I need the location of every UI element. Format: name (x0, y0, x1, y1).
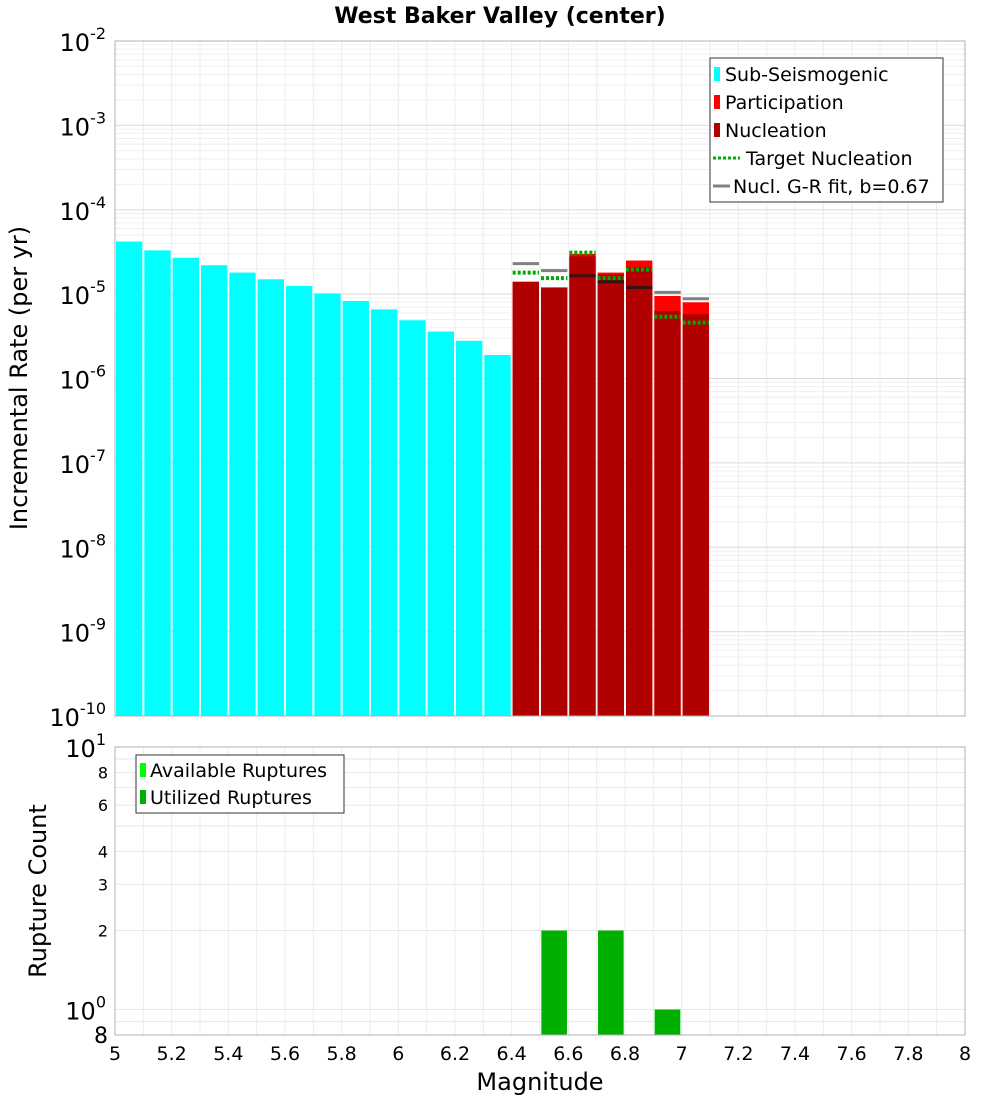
bar-sub-seismogenic (371, 309, 398, 716)
bar-utilized-ruptures (598, 930, 624, 1035)
y-tick-label-minor: 6 (98, 796, 108, 815)
bar-sub-seismogenic (286, 285, 313, 716)
y-tick-label-minor: 4 (98, 842, 108, 861)
bar-nucleation (541, 287, 568, 716)
x-tick-label: 5.6 (270, 1043, 300, 1065)
legend-swatch (714, 95, 720, 109)
x-tick-label: 5.8 (327, 1043, 357, 1065)
legend-swatch (714, 67, 720, 81)
bar-utilized-ruptures (654, 1009, 681, 1035)
y-tick-label-major: 100 (65, 993, 106, 1026)
bar-sub-seismogenic (257, 279, 284, 716)
y-tick-label: 10-6 (60, 362, 107, 395)
bar-sub-seismogenic (116, 241, 143, 717)
y-tick-label: 10-4 (60, 193, 107, 226)
y-tick-label-minor: 2 (98, 922, 108, 941)
x-tick-label: 6.8 (610, 1043, 640, 1065)
legend-label: Participation (725, 92, 844, 114)
y-tick-label-major: 101 (65, 730, 106, 763)
y-tick-label: 10-2 (60, 24, 107, 57)
legend-label: Target Nucleation (745, 148, 913, 170)
top-y-axis-label: Incremental Rate (per yr) (5, 226, 33, 530)
bar-sub-seismogenic (427, 331, 454, 716)
bar-sub-seismogenic (456, 340, 483, 716)
bar-nucleation (626, 266, 653, 716)
x-tick-label: 8 (959, 1043, 971, 1065)
x-tick-label: 7.2 (723, 1043, 753, 1065)
bar-sub-seismogenic (229, 272, 256, 716)
bar-nucleation (682, 314, 709, 716)
x-tick-label: 5.2 (157, 1043, 187, 1065)
legend-label: Nucleation (725, 120, 827, 142)
x-tick-label: 6.6 (553, 1043, 583, 1065)
legend-label: Available Ruptures (150, 760, 327, 782)
bar-nucleation (597, 274, 624, 716)
y-tick-label-minor: 8 (98, 763, 108, 782)
bar-sub-seismogenic (144, 250, 171, 717)
legend-label: Sub-Seismogenic (725, 64, 889, 86)
bar-sub-seismogenic (342, 300, 369, 716)
bar-sub-seismogenic (172, 257, 199, 716)
y-tick-label: 10-8 (60, 530, 107, 563)
x-tick-label: 6 (392, 1043, 404, 1065)
legend-swatch (140, 763, 146, 777)
legend-label: Nucl. G-R fit, b=0.67 (733, 176, 930, 198)
bar-sub-seismogenic (399, 320, 426, 716)
legend-swatch (714, 123, 720, 137)
bottom-y-axis-label: Rupture Count (24, 804, 52, 978)
x-tick-label: 5.4 (213, 1043, 243, 1065)
x-axis-label: Magnitude (476, 1068, 603, 1096)
bar-sub-seismogenic (484, 354, 511, 716)
top-legend: Sub-Seismogenic Participation Nucleation Ta… (709, 57, 944, 203)
bar-sub-seismogenic (201, 265, 228, 716)
chart-title: West Baker Valley (center) (334, 4, 665, 29)
bar-sub-seismogenic (314, 293, 341, 716)
legend-box (135, 754, 345, 814)
x-tick-label: 6.2 (440, 1043, 470, 1065)
x-tick-label: 7.6 (837, 1043, 867, 1065)
x-tick-label: 7.8 (893, 1043, 923, 1065)
top-plot-border (114, 40, 966, 717)
legend-label: Utilized Ruptures (150, 787, 312, 809)
bar-utilized-ruptures (541, 930, 567, 1035)
x-tick-label: 7.4 (780, 1043, 810, 1065)
bar-nucleation (654, 311, 681, 716)
y-tick-label: 10-9 (60, 615, 107, 648)
x-tick-label: 6.4 (497, 1043, 527, 1065)
y-tick-label: 10-10 (49, 699, 106, 732)
y-tick-label: 10-3 (60, 108, 107, 141)
y-tick-label-minor: 8 (94, 1024, 108, 1049)
bar-nucleation (512, 281, 539, 716)
x-tick-label: 7 (676, 1043, 688, 1065)
y-tick-label: 10-5 (60, 277, 107, 310)
y-tick-label-minor: 3 (98, 875, 108, 894)
x-tick-label: 5 (109, 1043, 121, 1065)
y-tick-label: 10-7 (60, 446, 107, 479)
legend-swatch (140, 790, 146, 804)
bottom-plot-border (114, 746, 966, 1036)
legend-box (709, 57, 944, 203)
bottom-legend: Available Ruptures Utilized Ruptures (135, 754, 345, 814)
bar-nucleation (569, 256, 596, 716)
